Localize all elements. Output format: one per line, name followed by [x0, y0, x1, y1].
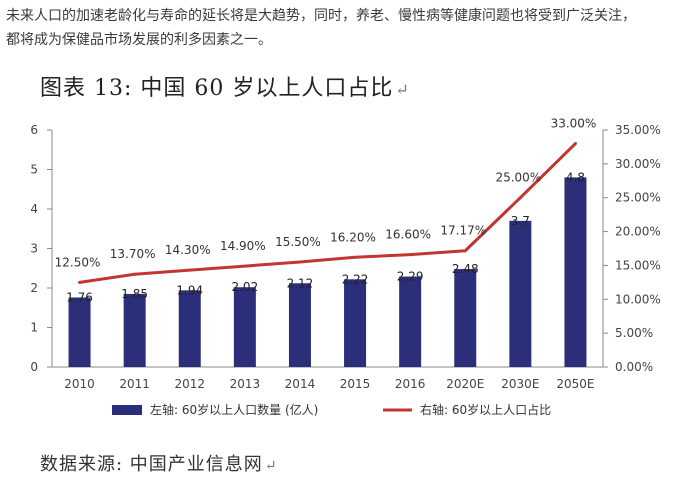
left-tick-label: 5	[30, 163, 38, 177]
x-tick-label: 2020E	[446, 377, 484, 391]
left-tick-label: 6	[30, 123, 38, 137]
left-tick-label: 3	[30, 242, 38, 256]
left-tick-label: 0	[30, 360, 38, 374]
bar	[399, 276, 422, 367]
x-tick-label: 2015	[340, 377, 371, 391]
bar	[178, 290, 201, 367]
bar-data-label: 2.12	[287, 276, 314, 290]
bar-data-label: 2.48	[452, 262, 479, 276]
bar	[123, 293, 146, 367]
bar	[68, 297, 91, 367]
share-point	[408, 253, 412, 257]
right-tick-label: 30.00%	[615, 157, 661, 171]
legend-line-label: 右轴: 60岁以上人口占比	[420, 402, 551, 417]
share-data-label: 33.00%	[551, 117, 597, 131]
bar	[288, 283, 311, 367]
share-data-label: 16.60%	[385, 228, 431, 242]
share-line	[79, 142, 577, 284]
share-point	[463, 249, 467, 253]
return-mark-icon: ↵	[395, 80, 410, 99]
bar	[344, 279, 367, 367]
bar	[454, 269, 477, 367]
bar-data-label: 1.76	[66, 290, 93, 304]
share-data-label: 13.70%	[110, 247, 156, 261]
right-tick-label: 15.00%	[615, 258, 661, 272]
left-tick-label: 4	[30, 202, 38, 216]
bar-data-label: 2.02	[231, 280, 258, 294]
share-point	[188, 268, 192, 272]
bar-data-label: 2.29	[397, 270, 424, 284]
share-data-label: 16.20%	[330, 230, 376, 244]
legend-bar-swatch	[112, 405, 142, 415]
figure-source: 数据来源: 中国产业信息网 ↵	[40, 450, 278, 476]
intro-line-2: 都将成为保健品市场发展的利多因素之一。	[6, 32, 272, 48]
share-data-label: 14.30%	[165, 243, 211, 257]
bar	[509, 220, 532, 367]
share-point	[243, 264, 247, 268]
share-point	[78, 280, 82, 284]
bar-data-label: 3.7	[511, 214, 530, 228]
right-tick-label: 25.00%	[615, 191, 661, 205]
x-tick-label: 2050E	[556, 377, 594, 391]
bar	[564, 177, 587, 367]
x-tick-label: 2016	[395, 377, 426, 391]
right-tick-label: 10.00%	[615, 292, 661, 306]
bar-data-label: 2.22	[342, 272, 369, 286]
bar-data-label: 1.85	[121, 287, 148, 301]
share-point	[518, 196, 522, 200]
share-point	[298, 260, 302, 264]
x-tick-label: 2013	[230, 377, 261, 391]
share-data-label: 14.90%	[220, 239, 266, 253]
share-data-label: 25.00%	[495, 171, 541, 185]
x-tick-label: 2010	[64, 377, 95, 391]
right-tick-label: 0.00%	[615, 360, 653, 374]
share-point	[133, 272, 137, 276]
share-data-label: 12.50%	[55, 255, 101, 269]
share-data-label: 17.17%	[440, 224, 486, 238]
intro-paragraph: 未来人口的加速老龄化与寿命的延长将是大趋势，同时，养老、慢性病等健康问题也将受到…	[6, 4, 672, 52]
legend-bar-label: 左轴: 60岁以上人口数量 (亿人)	[150, 402, 318, 417]
share-data-label: 15.50%	[275, 235, 321, 249]
bar	[233, 287, 256, 367]
x-tick-label: 2012	[174, 377, 205, 391]
intro-line-1: 未来人口的加速老龄化与寿命的延长将是大趋势，同时，养老、慢性病等健康问题也将受到…	[6, 8, 636, 24]
left-tick-label: 2	[30, 281, 38, 295]
figure-source-text: 数据来源: 中国产业信息网	[40, 454, 263, 475]
share-point	[573, 142, 577, 146]
x-tick-label: 2014	[285, 377, 316, 391]
share-point	[353, 255, 357, 259]
figure-title: 图表 13: 中国 60 岁以上人口占比 ↵	[40, 70, 410, 102]
return-mark-icon: ↵	[264, 458, 278, 474]
right-tick-label: 20.00%	[615, 225, 661, 239]
left-tick-label: 1	[30, 321, 38, 335]
bar-data-label: 4.8	[566, 170, 585, 184]
figure-title-text: 图表 13: 中国 60 岁以上人口占比	[40, 76, 394, 101]
right-tick-label: 5.00%	[615, 326, 653, 340]
x-tick-label: 2011	[119, 377, 150, 391]
bar-data-label: 1.94	[176, 283, 203, 297]
right-tick-label: 35.00%	[615, 123, 661, 137]
x-tick-label: 2030E	[501, 377, 539, 391]
